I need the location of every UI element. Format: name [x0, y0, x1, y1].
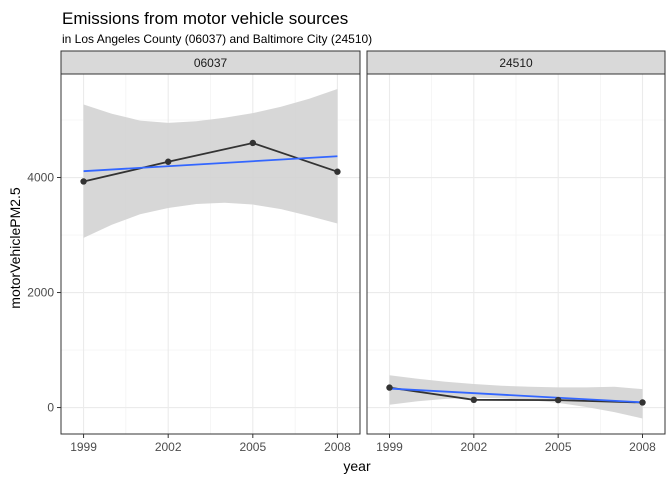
trend-line	[389, 387, 643, 404]
data-point	[554, 396, 562, 404]
chart-subtitle: in Los Angeles County (06037) and Baltim…	[62, 32, 372, 46]
x-tick-label: 2005	[545, 440, 572, 454]
series-line	[83, 142, 338, 183]
plot-area	[61, 74, 360, 434]
y-tick-label: 2000	[27, 286, 54, 300]
x-tick-label: 2008	[324, 440, 351, 454]
data-point	[164, 158, 172, 165]
facet-panels: 06037 1999 2002 2005 2008 24510 1999 2002 2005 20…	[60, 50, 666, 454]
facet-panel-24510: 24510 1999 2002 2005 2008	[366, 50, 666, 454]
data-point	[334, 168, 341, 175]
data-point	[639, 399, 646, 406]
data-point	[470, 396, 478, 404]
x-tick-label: 2005	[239, 440, 266, 454]
y-axis-ticks: 0 2000 4000	[27, 171, 61, 415]
x-tick-label: 1999	[376, 440, 403, 454]
facet-strip-label: 24510	[499, 56, 533, 70]
y-axis-title: motorVehiclePM2.5	[7, 187, 23, 309]
x-tick-label: 2002	[155, 440, 182, 454]
x-tick-label: 1999	[70, 440, 97, 454]
y-tick-label: 0	[47, 401, 54, 415]
x-tick-label: 2002	[460, 440, 487, 454]
data-point	[386, 384, 393, 391]
facet-strip-label: 06037	[194, 56, 228, 70]
series-line	[389, 386, 643, 404]
data-point	[249, 139, 257, 147]
panel-border	[60, 73, 361, 435]
facet-panel-06037: 06037 1999 2002 2005 2008	[60, 50, 361, 454]
plot-area	[367, 74, 665, 434]
chart-title: Emissions from motor vehicle sources	[62, 9, 348, 28]
y-tick-label: 4000	[27, 171, 54, 185]
x-axis-title: year	[343, 458, 371, 474]
panel-border	[366, 73, 666, 435]
trend-line	[83, 155, 338, 173]
x-tick-label: 2008	[629, 440, 656, 454]
confidence-ribbon	[389, 375, 643, 419]
data-point	[80, 178, 87, 185]
